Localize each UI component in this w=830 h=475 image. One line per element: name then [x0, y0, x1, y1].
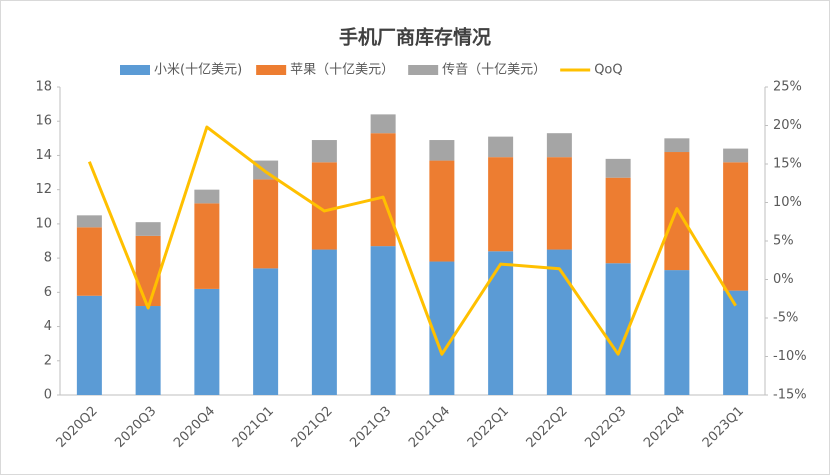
bar: [605, 263, 631, 395]
y-tick-label: 10: [35, 216, 52, 231]
y2-tick-label: -5%: [773, 311, 798, 326]
bar: [135, 306, 161, 395]
legend-label: 小米(十亿美元): [154, 63, 242, 78]
y2-tick-label: 25%: [773, 80, 802, 95]
legend-label: 苹果（十亿美元）: [290, 63, 394, 78]
y-tick-label: 0: [44, 388, 52, 403]
chart-title: 手机厂商库存情况: [339, 26, 491, 49]
bar: [311, 249, 337, 395]
bar: [605, 177, 631, 264]
y2-tick-label: 10%: [773, 195, 802, 210]
y2-tick-label: -10%: [773, 349, 807, 364]
bar: [546, 157, 572, 250]
bar: [370, 133, 396, 247]
legend-swatch: [120, 65, 150, 75]
bar: [488, 136, 514, 158]
bar: [488, 157, 514, 252]
bar: [723, 148, 749, 163]
y2-tick-label: 20%: [773, 118, 802, 133]
bar: [370, 246, 396, 395]
bar: [664, 270, 690, 395]
y-tick-label: 18: [35, 80, 52, 95]
bar: [546, 133, 572, 158]
y2-tick-label: 15%: [773, 157, 802, 172]
bar: [194, 203, 220, 289]
bar: [76, 227, 102, 296]
legend-label: QoQ: [594, 63, 622, 78]
y-tick-label: 12: [35, 182, 52, 197]
bar: [135, 235, 161, 307]
y-tick-label: 4: [44, 319, 52, 334]
bar: [135, 222, 161, 236]
bar: [546, 249, 572, 395]
bar: [253, 268, 279, 395]
bar: [76, 215, 102, 228]
bar: [194, 189, 220, 204]
qoq-line: [87, 125, 737, 356]
legend-swatch: [408, 65, 439, 75]
bar: [311, 140, 337, 163]
bar: [605, 158, 631, 178]
legend-label: 传音（十亿美元）: [442, 62, 546, 78]
y-tick-label: 2: [44, 353, 52, 368]
bar: [370, 114, 396, 134]
bar: [723, 290, 749, 395]
bar: [253, 179, 279, 269]
bar: [194, 288, 220, 395]
y-tick-label: 6: [44, 285, 52, 300]
y-tick-label: 8: [44, 251, 52, 266]
y2-tick-label: 0%: [773, 272, 794, 287]
bar: [664, 138, 690, 153]
bar: [429, 160, 455, 262]
y-tick-label: 14: [35, 148, 52, 163]
bar: [429, 140, 455, 161]
y2-tick-label: 5%: [773, 234, 794, 249]
bar: [488, 251, 514, 395]
y-tick-label: 16: [35, 114, 52, 129]
y2-tick-label: -15%: [773, 388, 807, 403]
bar: [723, 162, 749, 291]
legend-swatch: [256, 65, 287, 75]
bar: [76, 295, 102, 395]
